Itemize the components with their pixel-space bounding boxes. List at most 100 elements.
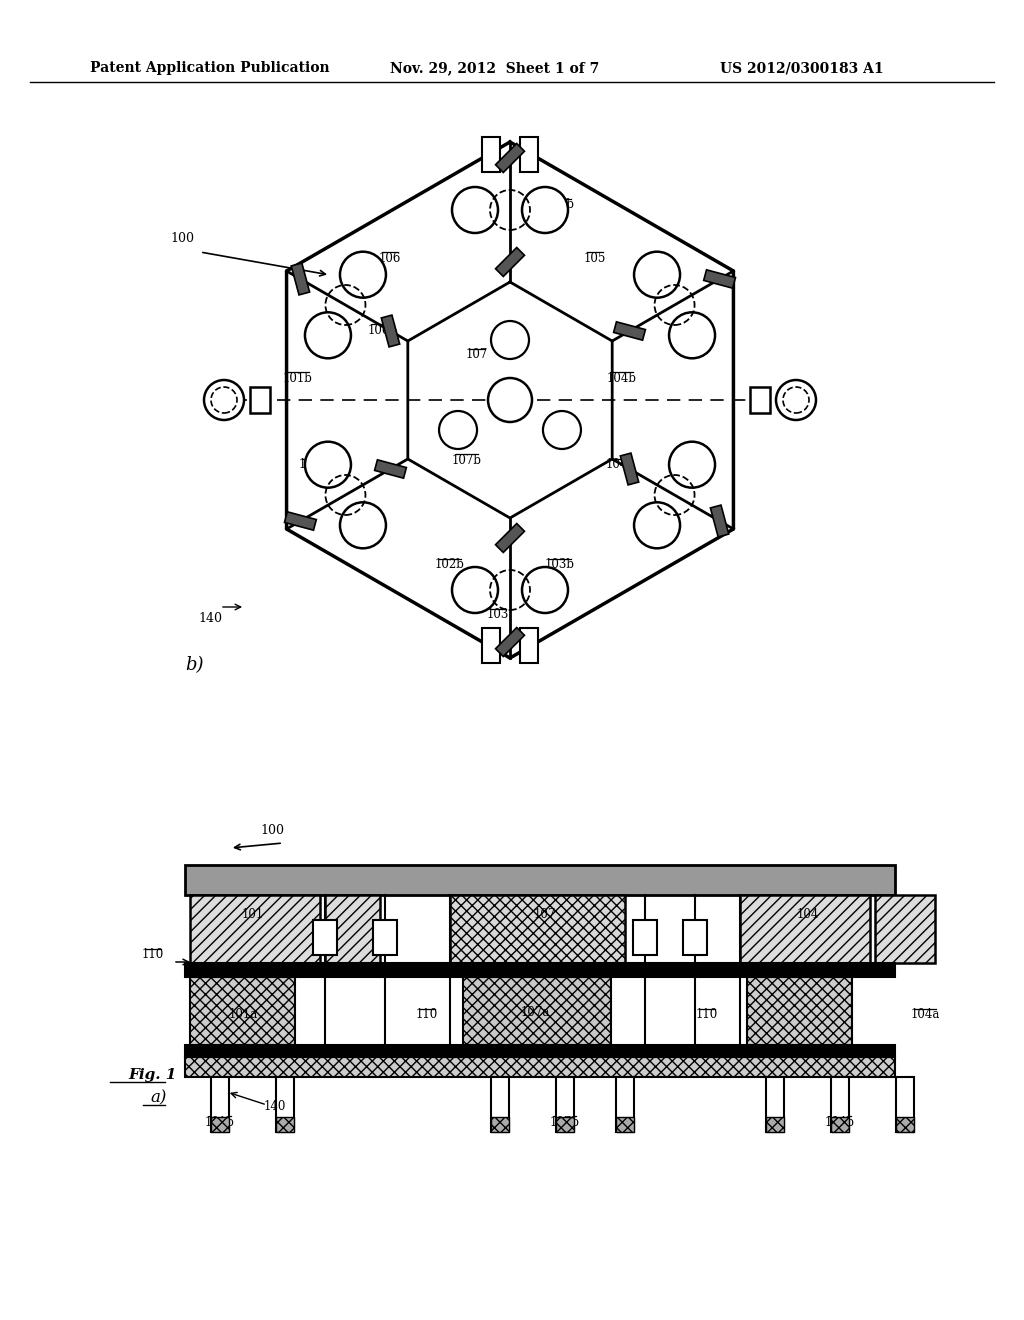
- Text: 101b: 101b: [205, 1115, 234, 1129]
- Bar: [190, 895, 319, 964]
- Bar: [490, 1077, 509, 1133]
- Bar: [556, 1117, 574, 1133]
- Text: 106b: 106b: [368, 323, 398, 337]
- Bar: [556, 1077, 574, 1133]
- Text: 107: 107: [466, 348, 488, 362]
- Text: Nov. 29, 2012  Sheet 1 of 7: Nov. 29, 2012 Sheet 1 of 7: [390, 61, 599, 75]
- Circle shape: [340, 252, 386, 298]
- Circle shape: [488, 378, 532, 422]
- Text: 106: 106: [379, 252, 401, 264]
- Circle shape: [634, 503, 680, 548]
- Text: 101b: 101b: [283, 371, 313, 384]
- Circle shape: [634, 252, 680, 298]
- Text: 104b: 104b: [607, 371, 637, 384]
- Text: 140: 140: [198, 611, 222, 624]
- Bar: [463, 977, 611, 1045]
- Bar: [831, 1077, 849, 1133]
- Text: 103b: 103b: [545, 558, 575, 572]
- Polygon shape: [375, 459, 407, 478]
- Bar: [482, 137, 500, 172]
- Polygon shape: [381, 315, 399, 347]
- Text: 110: 110: [142, 949, 164, 961]
- Circle shape: [340, 503, 386, 548]
- Text: 110: 110: [696, 1008, 718, 1022]
- Bar: [373, 920, 397, 954]
- Polygon shape: [496, 248, 524, 276]
- Bar: [874, 895, 935, 964]
- Bar: [276, 1077, 294, 1133]
- Bar: [896, 1077, 914, 1133]
- Bar: [325, 895, 380, 964]
- Text: 101: 101: [299, 458, 322, 471]
- Circle shape: [543, 411, 581, 449]
- Text: 103: 103: [486, 609, 509, 622]
- Text: 105: 105: [584, 252, 606, 264]
- Bar: [683, 920, 707, 954]
- Text: 110: 110: [416, 1008, 438, 1022]
- Bar: [450, 895, 625, 964]
- Bar: [211, 1117, 229, 1133]
- Bar: [633, 920, 657, 954]
- Bar: [276, 1117, 294, 1133]
- Bar: [746, 977, 852, 1045]
- Bar: [750, 387, 770, 413]
- Bar: [185, 865, 895, 895]
- Text: 101: 101: [242, 908, 264, 921]
- Polygon shape: [496, 627, 524, 656]
- Bar: [482, 628, 500, 663]
- Text: 107: 107: [534, 908, 556, 921]
- Circle shape: [439, 411, 477, 449]
- Text: 101a: 101a: [228, 1008, 258, 1022]
- Text: US 2012/0300183 A1: US 2012/0300183 A1: [720, 61, 884, 75]
- Polygon shape: [621, 453, 639, 484]
- Bar: [490, 1117, 509, 1133]
- Bar: [831, 1117, 849, 1133]
- Text: 102: 102: [347, 524, 369, 536]
- Circle shape: [669, 313, 715, 358]
- Polygon shape: [711, 506, 729, 537]
- Text: a): a): [150, 1089, 166, 1106]
- Text: 104b: 104b: [825, 1115, 855, 1129]
- Circle shape: [776, 380, 816, 420]
- Circle shape: [305, 442, 351, 487]
- Circle shape: [452, 568, 498, 612]
- Text: b): b): [185, 656, 204, 675]
- Text: 107a: 107a: [520, 1006, 550, 1019]
- Polygon shape: [496, 524, 524, 553]
- Text: 104a: 104a: [910, 1008, 940, 1022]
- Bar: [896, 1117, 914, 1133]
- Text: 100: 100: [260, 824, 284, 837]
- Text: 102b: 102b: [435, 558, 465, 572]
- Circle shape: [452, 187, 498, 234]
- Bar: [185, 964, 895, 977]
- Bar: [185, 1045, 895, 1057]
- Text: 107b: 107b: [550, 1115, 580, 1129]
- Bar: [616, 1117, 634, 1133]
- Circle shape: [490, 321, 529, 359]
- Circle shape: [522, 187, 568, 234]
- Polygon shape: [285, 512, 316, 531]
- Circle shape: [305, 313, 351, 358]
- Bar: [766, 1077, 784, 1133]
- Polygon shape: [291, 263, 309, 294]
- Text: Fig. 1: Fig. 1: [128, 1068, 176, 1082]
- Circle shape: [204, 380, 244, 420]
- Polygon shape: [703, 269, 735, 288]
- Bar: [520, 628, 538, 663]
- Bar: [185, 1057, 895, 1077]
- Text: 104: 104: [797, 908, 819, 921]
- Text: 140: 140: [264, 1101, 286, 1114]
- Circle shape: [669, 442, 715, 487]
- Polygon shape: [613, 322, 645, 341]
- Bar: [616, 1077, 634, 1133]
- Text: 107b: 107b: [452, 454, 482, 466]
- Polygon shape: [496, 144, 524, 173]
- Text: 100: 100: [170, 231, 194, 244]
- Bar: [190, 977, 295, 1045]
- Bar: [250, 387, 270, 413]
- Text: Patent Application Publication: Patent Application Publication: [90, 61, 330, 75]
- Text: 104: 104: [606, 458, 628, 471]
- Bar: [740, 895, 870, 964]
- Bar: [313, 920, 337, 954]
- Bar: [211, 1077, 229, 1133]
